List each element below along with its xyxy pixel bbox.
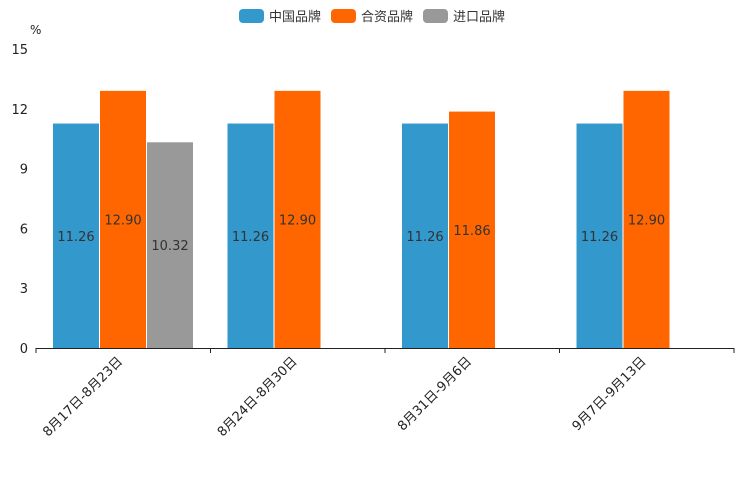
- legend-swatch-imported: [423, 8, 448, 23]
- y-tick-label: 12: [11, 103, 28, 118]
- bar-value-label: 12.90: [628, 213, 665, 228]
- y-tick-label: 0: [20, 342, 28, 357]
- y-tick-label: 3: [20, 282, 28, 297]
- bar-value-label: 11.86: [453, 224, 490, 239]
- y-tick-label: 9: [20, 163, 28, 178]
- legend-swatch-domestic: [238, 8, 264, 23]
- bar: [576, 123, 623, 349]
- x-tick-label: 8月24日-8月30日: [215, 354, 301, 440]
- x-tick-label: 8月17日-8月23日: [40, 354, 126, 440]
- legend-item-domestic[interactable]: 中国品牌: [238, 6, 321, 25]
- bar-value-label: 11.26: [232, 230, 269, 245]
- bar-value-label: 12.90: [104, 213, 141, 228]
- x-tick-label: 8月31日-9月6日: [395, 354, 475, 434]
- bar-value-label: 11.26: [57, 230, 94, 245]
- legend-swatch-joint-venture: [330, 8, 356, 23]
- legend-label-imported: 进口品牌: [453, 10, 506, 25]
- bar: [274, 90, 321, 349]
- y-axis-unit: %: [30, 23, 41, 37]
- y-tick-label: 6: [20, 222, 28, 237]
- bar-value-label: 11.26: [406, 230, 443, 245]
- chart-legend: 中国品牌 合资品牌 进口品牌: [0, 6, 744, 25]
- bar: [147, 142, 193, 348]
- y-tick-label: 15: [11, 43, 28, 58]
- bar: [227, 123, 274, 349]
- legend-item-imported[interactable]: 进口品牌: [423, 6, 505, 25]
- x-tick-label: 9月7日-9月13日: [570, 354, 650, 434]
- legend-label-joint-venture: 合资品牌: [360, 10, 413, 25]
- bar-value-label: 10.32: [151, 239, 188, 254]
- bar: [623, 90, 670, 349]
- bar: [53, 123, 99, 349]
- bar: [402, 123, 448, 349]
- bar-value-label: 12.90: [279, 213, 316, 228]
- bar: [449, 111, 495, 348]
- bar: [100, 90, 146, 349]
- bar-value-label: 11.26: [581, 230, 618, 245]
- legend-item-joint-venture[interactable]: 合资品牌: [330, 6, 413, 25]
- legend-label-domestic: 中国品牌: [268, 10, 321, 25]
